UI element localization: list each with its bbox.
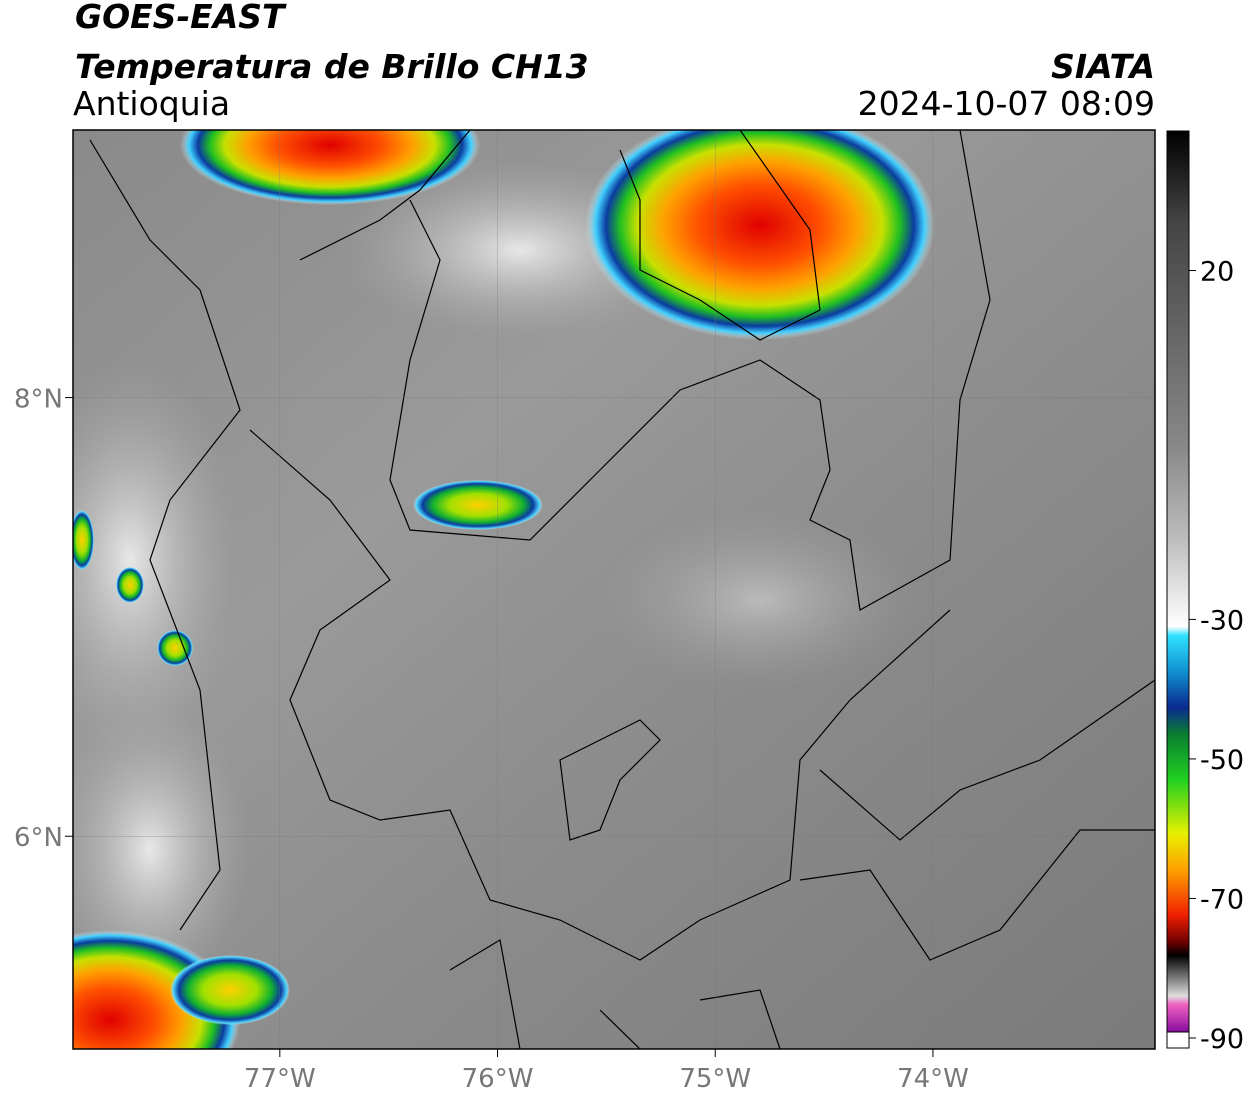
storm-cell xyxy=(413,480,543,530)
map xyxy=(73,130,1155,1049)
cloud xyxy=(73,700,250,1000)
storm-cell xyxy=(170,955,290,1025)
colorbar xyxy=(1167,131,1189,1032)
cloud xyxy=(600,510,920,690)
region: Antioquia xyxy=(73,84,230,123)
datetime: 2024-10-07 08:09 xyxy=(858,84,1155,123)
colorbar-under xyxy=(1166,1031,1190,1049)
y-tick-label: 6°N xyxy=(14,823,63,853)
agency: SIATA xyxy=(1051,47,1155,86)
colorbar-tick-label: 20 xyxy=(1200,257,1234,288)
colorbar-tick-label: -30 xyxy=(1200,605,1244,636)
map-frame xyxy=(72,129,1156,1050)
x-tick-label: 76°W xyxy=(462,1064,534,1094)
colorbar-tick-label: -70 xyxy=(1200,884,1244,915)
storm xyxy=(585,130,935,340)
storm xyxy=(180,130,480,205)
x-tick-label: 77°W xyxy=(244,1064,316,1094)
storm-cell xyxy=(73,510,94,570)
y-tick-label: 8°N xyxy=(14,385,63,415)
satellite: GOES-EAST xyxy=(75,0,287,36)
colorbar-tick-label: -50 xyxy=(1200,745,1244,776)
colorbar-frame xyxy=(1166,130,1190,1049)
x-tick-label: 75°W xyxy=(679,1064,751,1094)
boundaries xyxy=(89,130,1155,1049)
storm-cell xyxy=(157,630,193,666)
cloud xyxy=(73,360,240,760)
product: Temperatura de Brillo CH13 xyxy=(75,47,589,86)
colorbar-tick-label: -90 xyxy=(1200,1024,1244,1055)
x-tick-label: 74°W xyxy=(897,1064,969,1094)
storm-cell xyxy=(116,567,144,603)
